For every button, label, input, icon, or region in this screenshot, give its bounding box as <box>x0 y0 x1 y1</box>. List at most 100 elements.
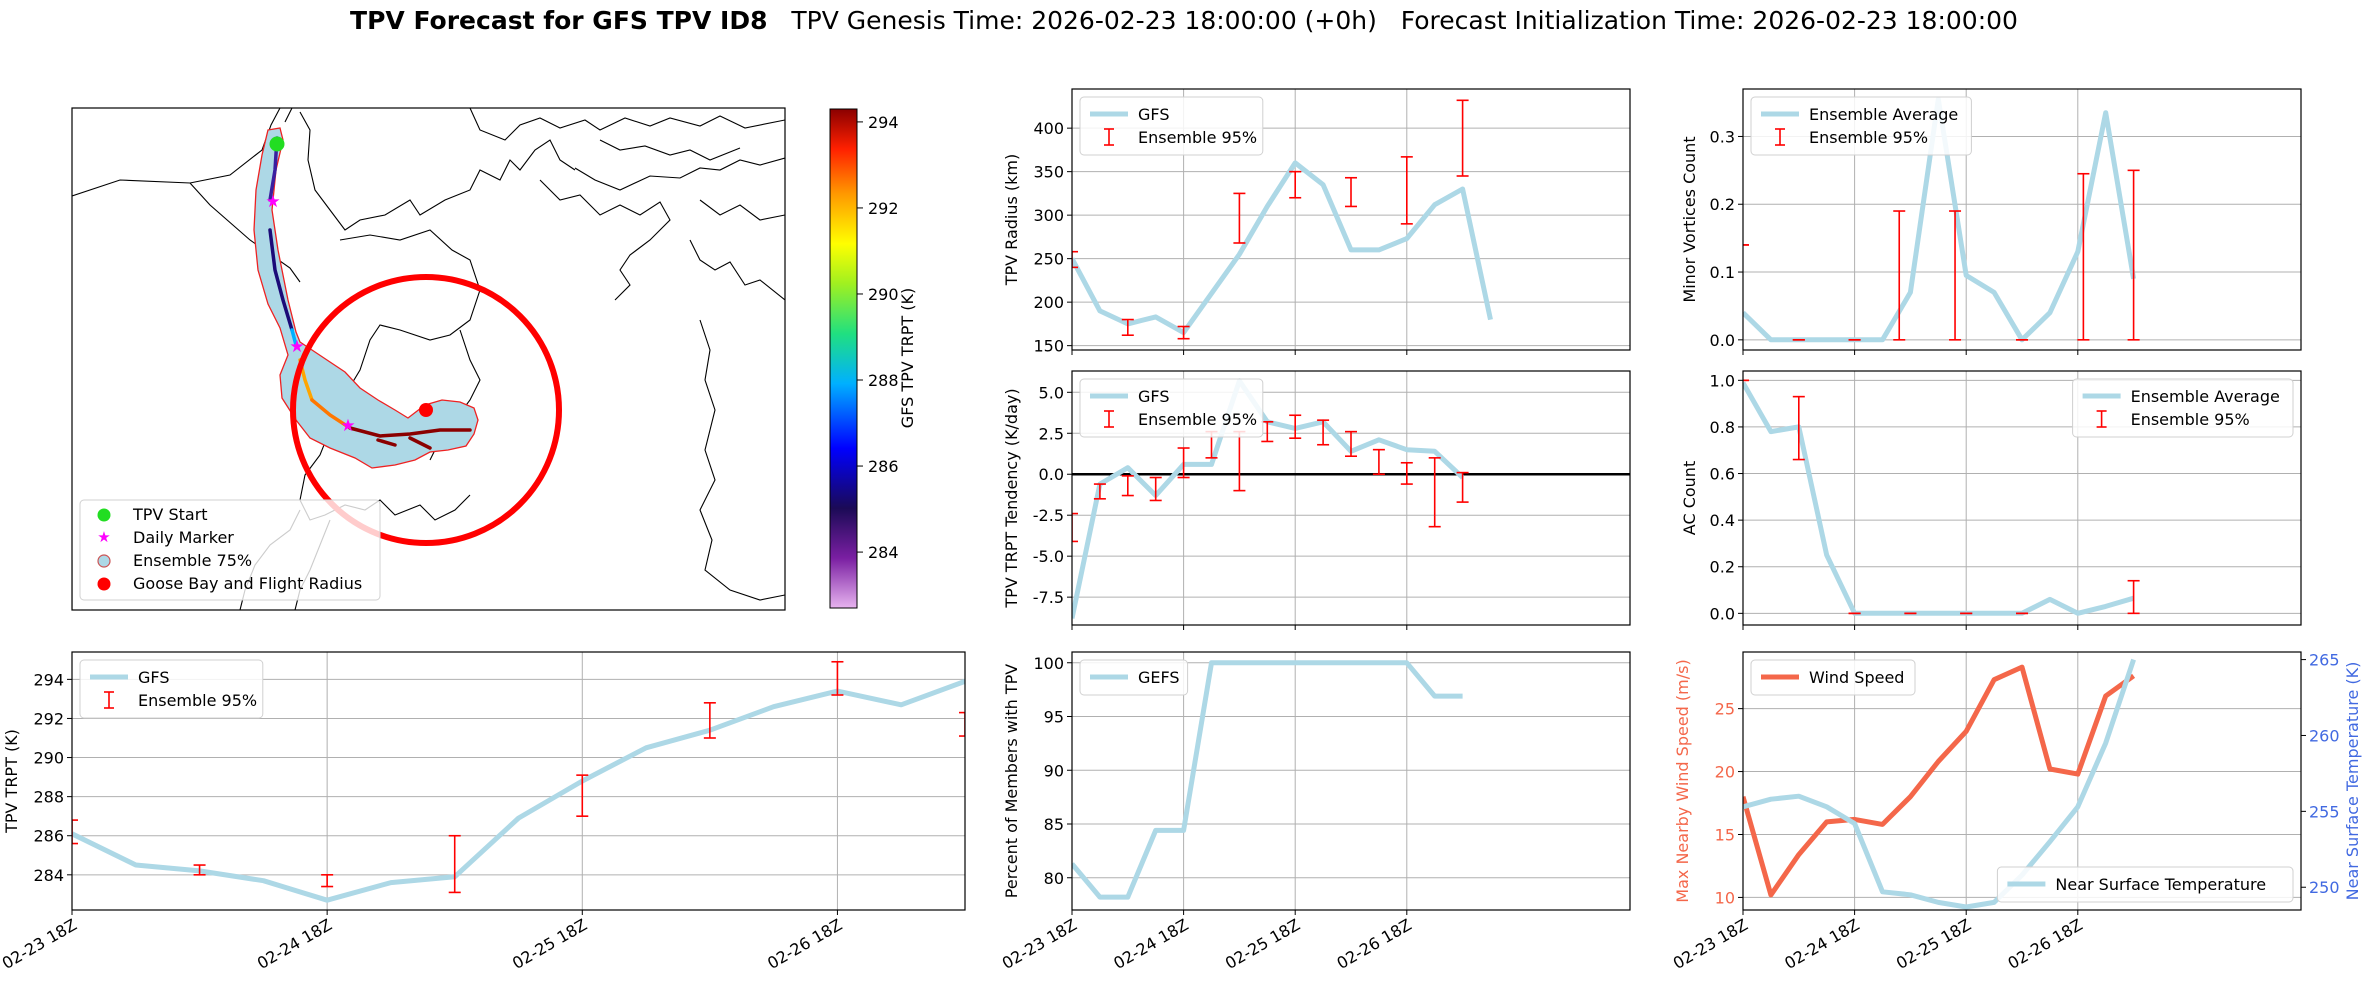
y-tick-label: 0.0 <box>1039 465 1064 484</box>
ensemble-75-region <box>253 127 479 469</box>
y-tick-label: 0.8 <box>1710 418 1735 437</box>
chart-frame <box>1742 88 2302 351</box>
y-tick-label: 0.4 <box>1710 511 1735 530</box>
y-axis-label: AC Count <box>1680 461 1699 535</box>
y-tick-label: 25 <box>1715 700 1735 719</box>
figure-title-main: TPV Forecast for GFS TPV ID8 <box>350 6 768 35</box>
y-axis-label: Max Nearby Wind Speed (m/s) <box>1673 659 1692 902</box>
map-legend: ★ TPV Start Daily Marker Ensemble 75% Go… <box>79 499 381 601</box>
colorbar-tick-label: 294 <box>868 113 899 132</box>
colorbar-tick-label: 292 <box>868 199 899 218</box>
y-tick-label: 15 <box>1715 825 1735 844</box>
legend-label: GEFS <box>1138 668 1180 687</box>
y2-tick-label: 265 <box>2309 651 2340 670</box>
y-tick-label: 100 <box>1033 654 1064 673</box>
chart-minor: 0.0 0.1 0.2 0.3 Minor Vortices Count Ensemble… <box>1680 88 2302 355</box>
chart-legend: GFS Ensemble 95% <box>1079 378 1264 438</box>
colorbar-tick-label: 286 <box>868 457 899 476</box>
ensemble-errorbar <box>1456 471 1469 503</box>
chart-percent: 80 85 90 95 100 Percent of Members with TPV 02… <box>999 651 1631 973</box>
legend-label: Ensemble 95% <box>1138 128 1257 147</box>
x-tick-label: 02-24 18Z <box>1110 915 1191 973</box>
ensemble-errorbar <box>1289 414 1302 439</box>
y-tick-label: 95 <box>1044 708 1064 727</box>
goose-bay-marker <box>419 403 433 417</box>
y-axis-label: Percent of Members with TPV <box>1002 664 1021 898</box>
y-tick-label: 0.1 <box>1710 263 1735 282</box>
chart-plot-area <box>1743 658 2136 910</box>
legend-label: Ensemble 95% <box>1809 128 1928 147</box>
ensemble-errorbar <box>72 819 78 845</box>
series-line-gfs <box>1072 160 1493 336</box>
legend-box <box>1750 96 1972 156</box>
legend-errorbar-icon <box>2096 410 2107 428</box>
x-tick-label: 02-23 18Z <box>0 915 80 973</box>
colorbar-tick-label: 288 <box>868 371 899 390</box>
flight-radius-circle <box>290 274 562 546</box>
chart-trpt: 284 286 288 290 292 294 TPV TRPT (K) 02-23 18Z 0… <box>0 651 966 973</box>
legend-tpv-start: TPV Start <box>132 505 208 524</box>
ensemble-errorbar <box>1093 483 1106 500</box>
daily-marker-star: ★ <box>265 192 280 212</box>
chart-frame <box>1742 651 2302 911</box>
legend-label: Wind Speed <box>1809 668 1904 687</box>
chart-legend: GEFS <box>1079 659 1189 696</box>
ensemble-errorbar <box>959 711 965 737</box>
series-line-gefs <box>1072 660 1463 900</box>
ensemble-errorbar <box>703 702 716 739</box>
y-tick-label: 10 <box>1715 888 1735 907</box>
ensemble-errorbar <box>1233 192 1246 244</box>
y-tick-label: -5.0 <box>1033 547 1064 566</box>
x-tick-label: 02-26 18Z <box>1334 915 1415 973</box>
ensemble-errorbar <box>1949 210 1962 341</box>
chart-radius: 150 200 250 300 350 400 TPV Radius (km) GFS Ense… <box>1002 88 1631 356</box>
tpv-start-marker <box>269 136 285 152</box>
ensemble-errorbar <box>1149 476 1162 502</box>
ensemble-errorbar <box>1345 430 1357 458</box>
y-tick-label: 90 <box>1044 761 1064 780</box>
x-tick-label: 02-24 18Z <box>1781 915 1862 973</box>
chart-frame <box>1071 88 1631 351</box>
daily-marker-star: ★ <box>340 416 355 436</box>
ensemble-errorbar <box>2127 169 2140 341</box>
y-tick-label: 150 <box>1033 337 1064 356</box>
y2-tick-label: 260 <box>2309 726 2340 745</box>
ensemble-errorbar <box>576 774 589 817</box>
ensemble-errorbar <box>1345 176 1357 208</box>
legend-star-icon: ★ <box>97 528 110 546</box>
ensemble-errorbar <box>193 864 206 876</box>
legend-errorbar-icon <box>1775 128 1785 146</box>
y-tick-label: 288 <box>33 788 64 807</box>
x-tick-label: 02-25 18Z <box>1222 915 1303 973</box>
x-tick-label: 02-23 18Z <box>999 915 1080 973</box>
colorbar-tick-label: 284 <box>868 543 899 562</box>
legend-daily-marker: Daily Marker <box>133 528 234 547</box>
legend-label: GFS <box>1138 387 1169 406</box>
y-tick-label: 1.0 <box>1710 371 1735 390</box>
ensemble-errorbar <box>1072 512 1078 543</box>
legend-box <box>1079 659 1189 696</box>
chart-legend: Wind Speed <box>1750 659 1916 696</box>
colorbar-label: GFS TPV TRPT (K) <box>898 288 917 428</box>
ensemble-errorbar <box>1792 395 1805 461</box>
y-tick-label: 0.0 <box>1710 331 1735 350</box>
y-tick-label: 5.0 <box>1039 383 1064 402</box>
ensemble-errorbar <box>1456 99 1469 177</box>
y-tick-label: 250 <box>1033 250 1064 269</box>
y-tick-label: 0.6 <box>1710 465 1735 484</box>
y-tick-label: -7.5 <box>1033 588 1064 607</box>
chart-plot-area <box>1072 660 1463 900</box>
x-tick-label: 02-26 18Z <box>2005 915 2086 973</box>
y2-tick-label: 250 <box>2309 878 2340 897</box>
ensemble-errorbar <box>1372 448 1385 476</box>
chart-ac: 0.0 0.2 0.4 0.6 0.8 1.0 AC Count Ensemble Avera… <box>1680 370 2302 630</box>
y-tick-label: 0.0 <box>1710 604 1735 623</box>
ensemble-errorbar <box>1317 419 1330 446</box>
chart-tendency: -7.5 -5.0 -2.5 0.0 2.5 5.0 TPV TRPT Tendency (… <box>1002 370 1631 630</box>
y-axis-label: TPV TRPT (K) <box>2 729 21 834</box>
chart-wind: 10 15 20 25 Max Nearby Wind Speed (m/s) 250 25… <box>1670 651 2362 973</box>
legend-box <box>2072 378 2294 438</box>
ensemble-errorbar <box>831 660 844 696</box>
y-tick-label: -2.5 <box>1033 506 1064 525</box>
y-tick-label: 286 <box>33 827 64 846</box>
